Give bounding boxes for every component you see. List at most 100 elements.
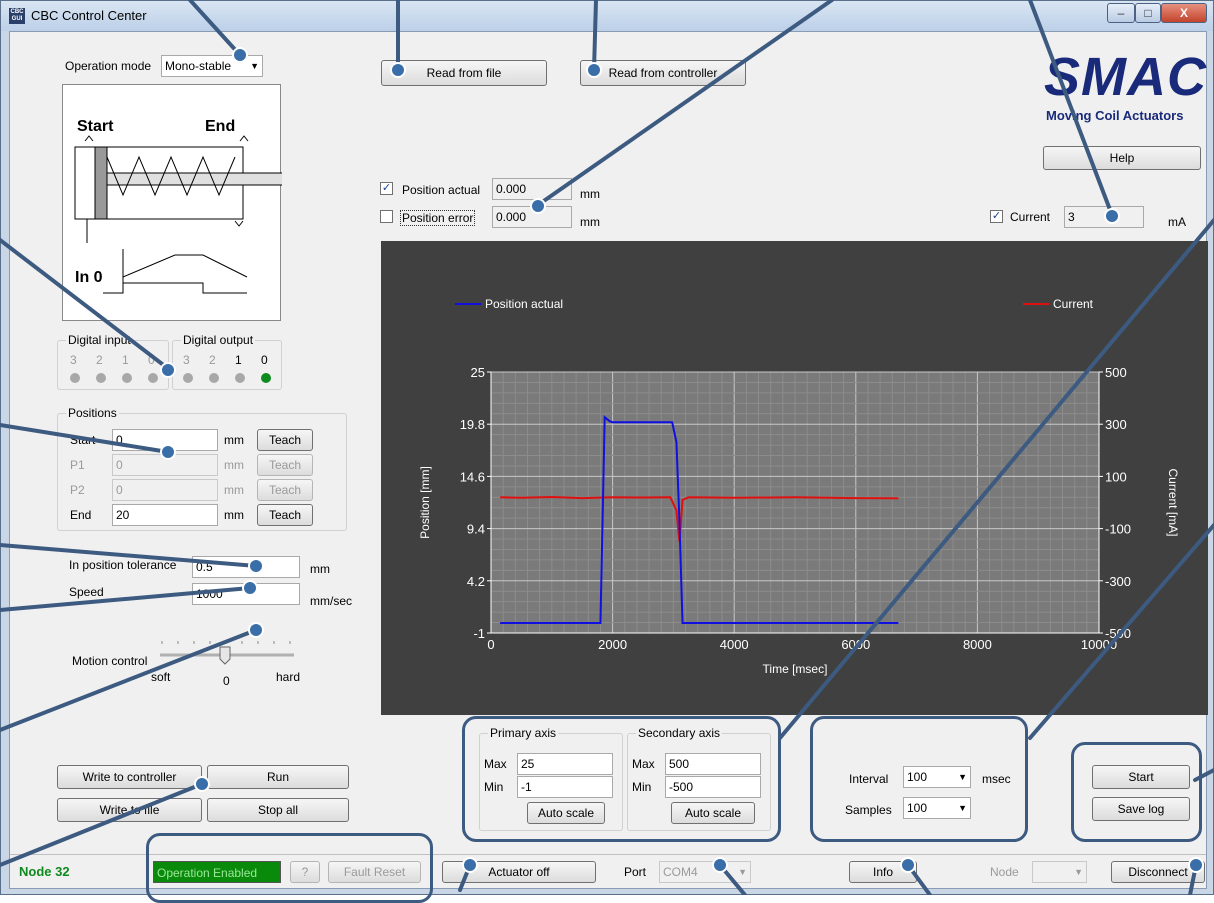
digital-input-group: Digital input 3 2 1 0 [57, 333, 169, 390]
position-actual-checkbox[interactable]: ✓ [380, 182, 393, 195]
logo-name: SMAC [1044, 47, 1207, 107]
slider-thumb[interactable] [219, 646, 231, 665]
status-help-button[interactable]: ? [290, 861, 320, 883]
callout-axis-frame [462, 716, 781, 842]
position-end-input[interactable]: 20 [112, 504, 218, 526]
din-led-2 [96, 373, 106, 383]
tolerance-label: In position tolerance [69, 558, 177, 572]
digital-output-title: Digital output [181, 333, 256, 347]
annotation-marker [530, 198, 546, 214]
annotation-marker [900, 857, 916, 873]
status-bar: Node 32 Operation Enabled ? Fault Reset … [10, 854, 1206, 888]
secondary-min-label: Min [632, 780, 652, 794]
position-start-unit: mm [224, 433, 244, 447]
position-error-checkbox[interactable] [380, 210, 393, 223]
y-axis-label: Position [mm] [418, 466, 432, 539]
primary-axis-group: Primary axis Max 25 Min -1 Auto scale [479, 726, 623, 831]
chevron-down-icon: ▼ [250, 61, 259, 71]
positions-group: Positions Start 0 mm Teach P1 0 mm Teach… [57, 406, 347, 531]
primary-max-input[interactable]: 25 [517, 753, 613, 775]
motion-control-slider[interactable] [158, 637, 298, 667]
interval-select[interactable]: 100 ▼ [903, 766, 971, 788]
samples-value: 100 [907, 801, 928, 815]
x-tick-label: 8000 [963, 637, 992, 652]
x-axis-label: Time [msec] [763, 662, 828, 676]
dout-led-1 [235, 373, 245, 383]
tolerance-unit: mm [310, 562, 330, 576]
speed-unit: mm/sec [310, 594, 352, 608]
position-start-label: Start [70, 433, 96, 447]
legend-label-position: Position actual [485, 297, 563, 311]
teach-end-button[interactable]: Teach [257, 504, 313, 526]
secondary-axis-group: Secondary axis Max 500 Min -500 Auto sca… [627, 726, 771, 831]
x-tick-label: 6000 [841, 637, 870, 652]
position-p2-input[interactable]: 0 [112, 479, 218, 501]
annotation-marker [390, 62, 406, 78]
x-tick-label: 4000 [720, 637, 749, 652]
interval-label: Interval [849, 772, 889, 786]
position-actual-value: 0.000 [492, 178, 572, 200]
dout-led-0 [261, 373, 271, 383]
legend-label-current: Current [1053, 297, 1094, 311]
samples-select[interactable]: 100 ▼ [903, 797, 971, 819]
help-button[interactable]: Help [1043, 146, 1201, 170]
position-end-label: End [70, 508, 92, 522]
annotation-marker [586, 62, 602, 78]
y2-tick-label: 300 [1105, 417, 1127, 432]
actuator-off-button[interactable]: Actuator off [442, 861, 596, 883]
positions-title: Positions [66, 406, 119, 420]
secondary-auto-scale-button[interactable]: Auto scale [671, 802, 755, 824]
position-end-unit: mm [224, 508, 244, 522]
y2-tick-label: 100 [1105, 469, 1127, 484]
primary-min-input[interactable]: -1 [517, 776, 613, 798]
minimize-button[interactable]: – [1107, 3, 1135, 23]
current-checkbox[interactable]: ✓ [990, 210, 1003, 223]
save-log-button[interactable]: Save log [1092, 797, 1190, 821]
series-line-position [500, 415, 899, 624]
disconnect-button[interactable]: Disconnect [1111, 861, 1205, 883]
actuator-diagram-icon [74, 135, 282, 294]
teach-p1-button[interactable]: Teach [257, 454, 313, 476]
primary-axis-title: Primary axis [488, 726, 559, 740]
write-to-controller-button[interactable]: Write to controller [57, 765, 202, 789]
node-select[interactable]: ▼ [1032, 861, 1087, 883]
chevron-down-icon: ▼ [1074, 867, 1083, 877]
y-tick-label: 25 [471, 365, 485, 380]
start-button[interactable]: Start [1092, 765, 1190, 789]
y2-axis-label: Current [mA] [1166, 468, 1180, 536]
motion-hard-label: hard [276, 670, 301, 684]
stop-all-button[interactable]: Stop all [207, 798, 349, 822]
y2-tick-label: -500 [1105, 626, 1131, 641]
primary-min-label: Min [484, 780, 504, 794]
din-led-3 [70, 373, 80, 383]
teach-start-button[interactable]: Teach [257, 429, 313, 451]
speed-label: Speed [69, 585, 104, 599]
motion-soft-label: soft [151, 670, 171, 684]
run-button[interactable]: Run [207, 765, 349, 789]
maximize-button[interactable]: □ [1135, 3, 1161, 23]
primary-auto-scale-button[interactable]: Auto scale [527, 802, 605, 824]
write-to-file-button[interactable]: Write to file [57, 798, 202, 822]
dout-led-3 [183, 373, 193, 383]
read-from-controller-button[interactable]: Read from controller [580, 60, 746, 86]
operation-mode-label: Operation mode [65, 59, 152, 73]
dout-bit-1: 1 [235, 353, 242, 367]
secondary-min-input[interactable]: -500 [665, 776, 761, 798]
din-bit-0: 0 [148, 353, 155, 367]
fault-reset-button[interactable]: Fault Reset [328, 861, 421, 883]
port-select[interactable]: COM4 ▼ [659, 861, 751, 883]
close-button[interactable]: X [1161, 3, 1207, 23]
teach-p2-button[interactable]: Teach [257, 479, 313, 501]
samples-label: Samples [845, 803, 892, 817]
current-unit: mA [1168, 215, 1186, 229]
read-from-file-button[interactable]: Read from file [381, 60, 547, 86]
smac-logo: SMAC Moving Coil Actuators [1042, 47, 1206, 132]
position-error-label: Position error [400, 210, 476, 226]
app-icon: CBC GUI [9, 8, 25, 24]
annotation-marker [160, 362, 176, 378]
tolerance-input[interactable]: 0.5 [192, 556, 300, 578]
secondary-max-input[interactable]: 500 [665, 753, 761, 775]
series-line-current [500, 496, 899, 542]
operation-mode-select[interactable]: Mono-stable ▼ [161, 55, 263, 77]
window-title: CBC Control Center [31, 8, 147, 23]
